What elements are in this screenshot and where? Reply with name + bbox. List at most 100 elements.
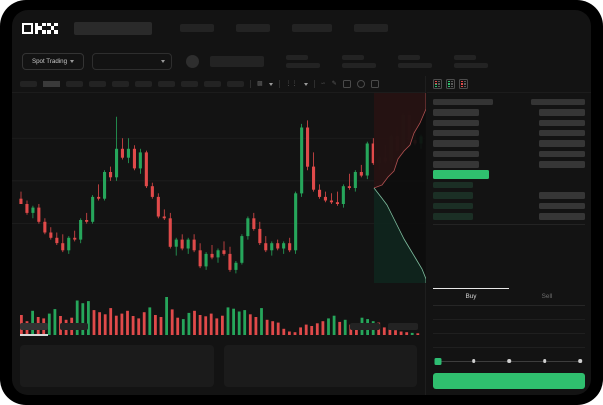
app-screen: Spot Trading: [12, 10, 591, 395]
bottom-panel-right[interactable]: [223, 345, 417, 387]
orderbook-view-asks-icon[interactable]: [459, 79, 468, 89]
amount-percent-slider[interactable]: [434, 354, 583, 368]
okx-logo-k: [34, 22, 46, 34]
line-tool-icon[interactable]: ∽: [320, 81, 326, 87]
slider-handle[interactable]: [434, 357, 442, 365]
chevron-down-icon: [161, 59, 165, 63]
orderbook-cell-amount: [539, 129, 585, 137]
orderbook-cell-price: [433, 181, 473, 189]
timeframe-1d[interactable]: [135, 81, 152, 87]
slider-stop-50[interactable]: [507, 359, 511, 363]
nav-item-3[interactable]: [292, 24, 332, 32]
okx-logo-x: [47, 22, 59, 34]
timeframe-1h[interactable]: [89, 81, 106, 87]
orderbook-cell-price: [433, 161, 479, 168]
orderbook-row-bid[interactable]: [433, 202, 585, 210]
chart-toolbar: ▩ ⋮⋮ ∽ ✎: [12, 76, 425, 93]
slider-stop-100[interactable]: [578, 359, 582, 363]
slider-stop-75[interactable]: [542, 359, 547, 363]
orderbook-divider: [433, 224, 585, 226]
timeframe-1m[interactable]: [20, 81, 37, 87]
order-amount-field[interactable]: [433, 320, 585, 334]
timeframe-1mo[interactable]: [181, 81, 198, 87]
orderbook-cell-price: [433, 202, 473, 210]
settings-icon[interactable]: [356, 80, 365, 88]
orderbook-cell-amount: [539, 150, 585, 158]
orderbook-row-ask[interactable]: [433, 119, 585, 127]
okx-logo[interactable]: [22, 22, 59, 34]
orderbook-cell-price: [433, 109, 479, 116]
indicators-icon[interactable]: ▩: [257, 81, 263, 87]
slider-stop-25[interactable]: [471, 359, 476, 363]
chevron-down-icon[interactable]: [268, 82, 273, 86]
orderbook-view-both-icon[interactable]: [433, 79, 442, 89]
place-buy-order-button[interactable]: [433, 373, 585, 389]
orderbook-cell-price: [433, 213, 473, 220]
orderbook-row-bid[interactable]: [433, 181, 585, 189]
orderbook-row-ask[interactable]: [433, 160, 585, 168]
orderbook-row-spread[interactable]: [433, 170, 585, 180]
bottom-action-1[interactable]: [350, 322, 380, 330]
price-candlestick-chart[interactable]: [12, 93, 426, 283]
nav-item-1[interactable]: [180, 24, 214, 32]
order-total-field[interactable]: [433, 334, 585, 348]
timeframe-5m[interactable]: [43, 81, 60, 87]
market-type-label: Spot Trading: [31, 57, 68, 65]
pair-avatar: [186, 54, 199, 68]
compare-icon[interactable]: ⋮⋮: [285, 81, 298, 87]
orderbook-row-bid[interactable]: [433, 212, 585, 220]
bottom-action-2[interactable]: [388, 322, 418, 330]
orderbook-cell-amount: [539, 140, 585, 147]
chevron-down-icon[interactable]: [303, 82, 308, 86]
orderbook-row-bid[interactable]: [433, 192, 585, 200]
orderbook-cell-price: [433, 119, 479, 127]
orderbook-row-ask[interactable]: [433, 108, 585, 116]
order-price-field[interactable]: [433, 306, 585, 320]
chart-column: ▩ ⋮⋮ ∽ ✎: [12, 76, 426, 395]
timeframe-1w[interactable]: [158, 81, 175, 87]
tab-sell[interactable]: Sell: [541, 293, 553, 300]
orderbook-column: Buy Sell: [427, 76, 591, 395]
toolbar-divider: [313, 80, 315, 88]
timeframe-15m[interactable]: [66, 81, 83, 87]
orderbook-row-ask[interactable]: [433, 150, 585, 158]
orderbook-cell-price: [433, 170, 489, 180]
camera-icon[interactable]: [342, 80, 351, 88]
nav-item-4[interactable]: [354, 24, 388, 32]
orderbook-cell-price: [433, 192, 473, 199]
bottom-tabs: [12, 313, 426, 339]
orderbook-view-bids-icon[interactable]: [446, 79, 455, 89]
timeframe-custom[interactable]: [227, 81, 244, 87]
stat-24h-change: [342, 54, 376, 68]
timeframe-4h[interactable]: [112, 81, 129, 87]
bottom-tab-order-history[interactable]: [60, 322, 88, 330]
orderbook-cell-amount: [539, 119, 585, 127]
trading-pair-select[interactable]: [92, 52, 172, 70]
orderbook-col-header-price: [433, 98, 493, 106]
orderbook-col-header-amount: [531, 98, 585, 106]
orderbook-cell-amount: [539, 202, 585, 210]
market-type-select[interactable]: Spot Trading: [22, 52, 84, 70]
sub-header: Spot Trading: [12, 46, 591, 76]
bottom-panel-left[interactable]: [20, 345, 214, 387]
orderbook-cell-price: [433, 150, 479, 158]
bottom-panels: [20, 345, 417, 387]
stat-24h-high: [398, 54, 432, 68]
orderbook-row-ask[interactable]: [433, 129, 585, 137]
pencil-icon[interactable]: ✎: [331, 81, 337, 87]
bottom-tab-open-orders[interactable]: [20, 322, 48, 336]
orderbook-cell-price: [433, 140, 479, 147]
nav-item-2[interactable]: [236, 24, 270, 32]
chevron-down-icon: [70, 59, 75, 63]
orderbook-cell-price: [433, 129, 479, 137]
fullscreen-icon[interactable]: [370, 80, 379, 88]
orderbook-cell-amount: [539, 213, 585, 220]
stat-last-price: [286, 54, 320, 68]
tab-buy[interactable]: Buy: [433, 288, 509, 305]
orderbook-rows[interactable]: [427, 93, 591, 220]
orderbook-row-ask[interactable]: [433, 140, 585, 148]
orderbook-cell-amount: [539, 192, 585, 199]
search-input[interactable]: [74, 21, 152, 35]
timeframe-more[interactable]: [204, 81, 221, 87]
